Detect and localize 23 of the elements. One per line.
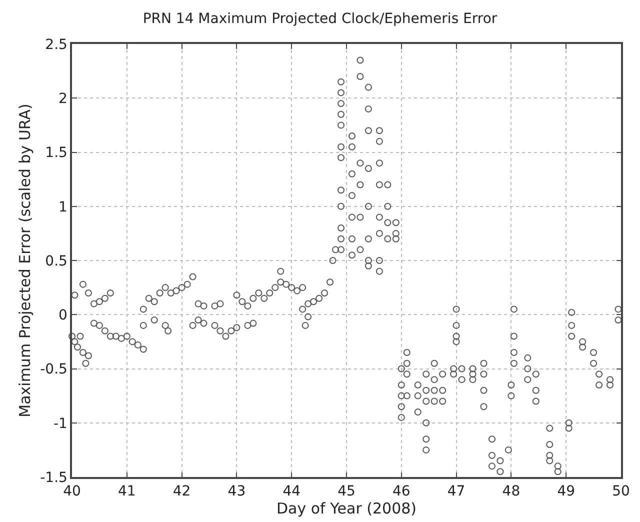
y-axis-title: Maximum Projected Error (scaled by URA)	[16, 104, 34, 418]
x-tick-label: 45	[338, 484, 356, 500]
y-tick-label: 1.5	[45, 145, 68, 162]
y-tick-label: 0.5	[45, 253, 68, 270]
x-tick-label: 43	[228, 484, 246, 500]
y-tick-label: 2	[58, 91, 68, 108]
y-tick-label: 0	[58, 308, 68, 324]
y-tick-label: 2.5	[45, 36, 68, 53]
x-axis-title: Day of Year (2008)	[276, 500, 417, 518]
y-tick-label: 1	[58, 199, 68, 216]
chart-title: PRN 14 Maximum Projected Clock/Ephemeris Error	[142, 10, 498, 27]
y-tick-label: -0.5	[40, 362, 68, 378]
x-tick-label: 41	[118, 484, 136, 500]
x-tick-label: 40	[63, 484, 81, 500]
y-tick-label: -1	[53, 416, 68, 432]
x-tick-label: 47	[447, 484, 466, 500]
x-tick-label: 44	[282, 484, 301, 500]
x-tick-label: 50	[612, 484, 630, 500]
x-tick-label: 48	[502, 484, 520, 500]
y-tick-label: -1.5	[40, 470, 68, 486]
x-tick-label: 49	[557, 484, 576, 500]
x-tick-label: 46	[392, 484, 410, 500]
x-tick-label: 42	[172, 484, 191, 500]
